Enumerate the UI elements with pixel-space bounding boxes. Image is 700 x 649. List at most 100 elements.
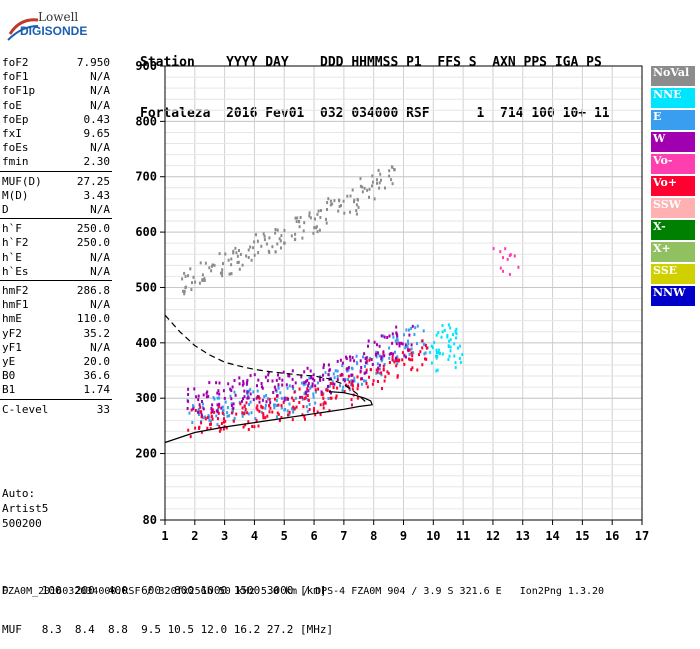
param-value: 250.0	[76, 236, 110, 250]
x-tick-label: 9	[400, 529, 407, 543]
echo-point	[243, 412, 246, 416]
echo-point	[210, 407, 213, 410]
echo-point	[382, 364, 385, 368]
echo-point	[208, 418, 211, 422]
param-value: N/A	[90, 203, 110, 216]
param-row: yE 20.0	[2, 355, 110, 369]
x-tick-label: 1	[161, 529, 168, 543]
echo-point	[247, 394, 249, 398]
echo-point	[411, 358, 414, 362]
echo-point	[286, 386, 289, 390]
param-key: hmF2	[2, 284, 29, 297]
echo-point	[203, 279, 206, 282]
echo-point	[223, 413, 225, 417]
echo-point	[369, 356, 372, 360]
echo-point	[429, 350, 432, 354]
echo-point	[304, 417, 306, 421]
echo-point	[347, 374, 350, 378]
echo-point	[316, 212, 319, 216]
echo-point	[271, 410, 274, 414]
echo-point	[218, 392, 221, 396]
echo-point	[298, 401, 301, 404]
echo-point	[304, 396, 307, 400]
echo-point	[360, 382, 363, 386]
echo-point	[202, 416, 205, 420]
param-key: yF1	[2, 340, 22, 354]
param-key: foEs	[2, 141, 29, 155]
echo-point	[272, 391, 275, 394]
echo-point	[277, 385, 280, 389]
echo-point	[313, 407, 315, 411]
param-key: B0	[2, 369, 16, 383]
echo-point	[366, 385, 369, 389]
echo-point	[361, 185, 364, 189]
echo-point	[221, 405, 224, 409]
echo-point	[293, 390, 296, 394]
echo-point	[391, 182, 394, 186]
echo-point	[391, 165, 394, 169]
echo-point	[396, 355, 399, 359]
echo-point	[433, 341, 436, 345]
param-value: N/A	[90, 340, 110, 354]
echo-point	[353, 376, 356, 380]
echo-point	[218, 425, 221, 429]
echo-point	[302, 405, 305, 409]
echo-point	[241, 399, 243, 403]
echo-point	[263, 238, 266, 242]
echo-point	[388, 334, 391, 338]
echo-point	[340, 204, 342, 208]
echo-point	[221, 411, 224, 415]
echo-point	[364, 357, 367, 360]
param-row: fxI 9.65	[2, 127, 110, 141]
echo-point	[232, 419, 235, 423]
echo-point	[256, 239, 259, 243]
echo-point	[280, 406, 283, 410]
echo-point	[223, 417, 225, 421]
echo-point	[380, 359, 383, 363]
x-tick-label: 13	[516, 529, 530, 543]
echo-point	[231, 385, 234, 389]
echo-point	[235, 412, 238, 416]
echo-point	[388, 356, 391, 360]
echo-point	[199, 410, 202, 414]
digisonde-logo: Lowell DIGISONDE	[6, 8, 87, 48]
echo-point	[502, 256, 504, 260]
echo-point	[200, 415, 203, 419]
echo-point	[314, 226, 317, 230]
echo-point	[212, 396, 215, 400]
echo-point	[364, 364, 366, 368]
echo-point	[290, 234, 293, 238]
echo-point	[187, 428, 190, 432]
echo-point	[398, 358, 401, 362]
echo-point	[288, 384, 291, 388]
echo-point	[183, 292, 186, 296]
echo-point	[201, 402, 204, 406]
x-tick-label: 7	[340, 529, 347, 543]
echo-point	[365, 359, 368, 363]
echo-point	[382, 350, 385, 354]
echo-point	[454, 329, 457, 333]
echo-point	[274, 231, 277, 235]
echo-point	[325, 388, 328, 392]
echo-point	[382, 352, 385, 355]
echo-point	[216, 403, 219, 407]
param-value: 27.25	[76, 174, 110, 188]
echo-point	[380, 373, 383, 377]
echo-point	[413, 333, 416, 336]
echo-point	[187, 274, 189, 278]
echo-point	[187, 387, 190, 391]
echo-point	[319, 403, 322, 407]
echo-point	[378, 181, 381, 185]
echo-point	[355, 209, 358, 213]
echo-point	[435, 354, 437, 358]
echo-point	[378, 186, 381, 190]
param-row: hmF1 N/A	[2, 298, 110, 312]
echo-point	[411, 366, 414, 370]
y-tick-label: 400	[135, 336, 157, 350]
echo-point	[307, 384, 310, 388]
echo-point	[298, 219, 300, 223]
echo-point	[363, 371, 366, 375]
echo-point	[286, 409, 289, 413]
echo-point	[502, 269, 504, 273]
echo-point	[217, 405, 220, 409]
